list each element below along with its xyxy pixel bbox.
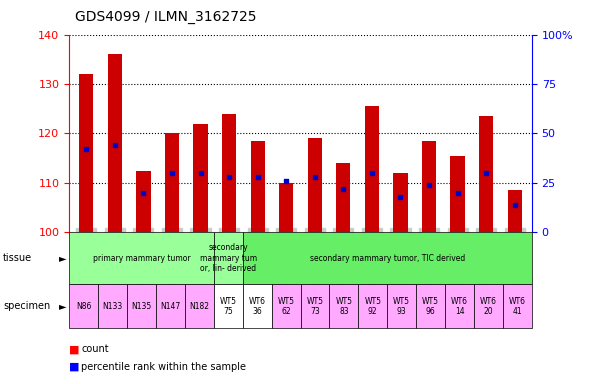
Point (338, 186, 348, 192)
Text: WT6
41: WT6 41 (509, 296, 526, 316)
Text: WT5
75: WT5 75 (220, 296, 237, 316)
Text: WT5
92: WT5 92 (364, 296, 381, 316)
Point (196, 170, 206, 176)
Bar (393, 173, 407, 232)
Text: WT6
20: WT6 20 (480, 296, 497, 316)
Text: N86: N86 (76, 302, 91, 311)
Point (167, 170, 177, 176)
Text: WT6
14: WT6 14 (451, 296, 468, 316)
Point (110, 142, 120, 148)
Point (481, 170, 491, 176)
Text: N133: N133 (102, 302, 123, 311)
Text: ■: ■ (69, 362, 79, 372)
Text: ►: ► (59, 301, 66, 311)
Bar (365, 106, 379, 232)
Text: N135: N135 (131, 302, 151, 311)
Text: ■: ■ (69, 344, 79, 354)
Bar (336, 163, 350, 232)
Point (395, 194, 405, 200)
Text: percentile rank within the sample: percentile rank within the sample (81, 362, 246, 372)
Text: ►: ► (59, 253, 66, 263)
Bar (194, 124, 208, 232)
Text: count: count (81, 344, 109, 354)
Text: WT5
62: WT5 62 (278, 296, 294, 316)
Bar (79, 74, 93, 232)
Text: secondary
mammary tum
or, lin- derived: secondary mammary tum or, lin- derived (200, 243, 257, 273)
Text: N182: N182 (189, 302, 209, 311)
Text: WT5
96: WT5 96 (422, 296, 439, 316)
Bar (508, 190, 522, 232)
Text: WT6
36: WT6 36 (249, 296, 266, 316)
Bar (479, 116, 493, 232)
Text: N147: N147 (160, 302, 180, 311)
Point (310, 174, 320, 180)
Text: WT5
93: WT5 93 (393, 296, 410, 316)
Point (224, 174, 234, 180)
Text: WT5
83: WT5 83 (335, 296, 352, 316)
Point (424, 182, 434, 188)
Bar (136, 170, 150, 232)
Point (367, 170, 377, 176)
Text: specimen: specimen (3, 301, 50, 311)
Bar (108, 54, 122, 232)
Bar (251, 141, 265, 232)
Text: secondary mammary tumor, TIC derived: secondary mammary tumor, TIC derived (310, 254, 465, 263)
Bar (308, 138, 322, 232)
Bar (165, 133, 179, 232)
Text: primary mammary tumor: primary mammary tumor (93, 254, 191, 263)
Point (510, 202, 519, 208)
Point (82, 146, 91, 152)
Point (453, 190, 462, 196)
Text: GDS4099 / ILMN_3162725: GDS4099 / ILMN_3162725 (75, 10, 257, 23)
Point (139, 190, 148, 196)
Point (253, 174, 263, 180)
Bar (422, 141, 436, 232)
Bar (222, 114, 236, 232)
Text: WT5
73: WT5 73 (307, 296, 323, 316)
Bar (279, 183, 293, 232)
Text: tissue: tissue (3, 253, 32, 263)
Point (281, 178, 291, 184)
Bar (451, 156, 465, 232)
